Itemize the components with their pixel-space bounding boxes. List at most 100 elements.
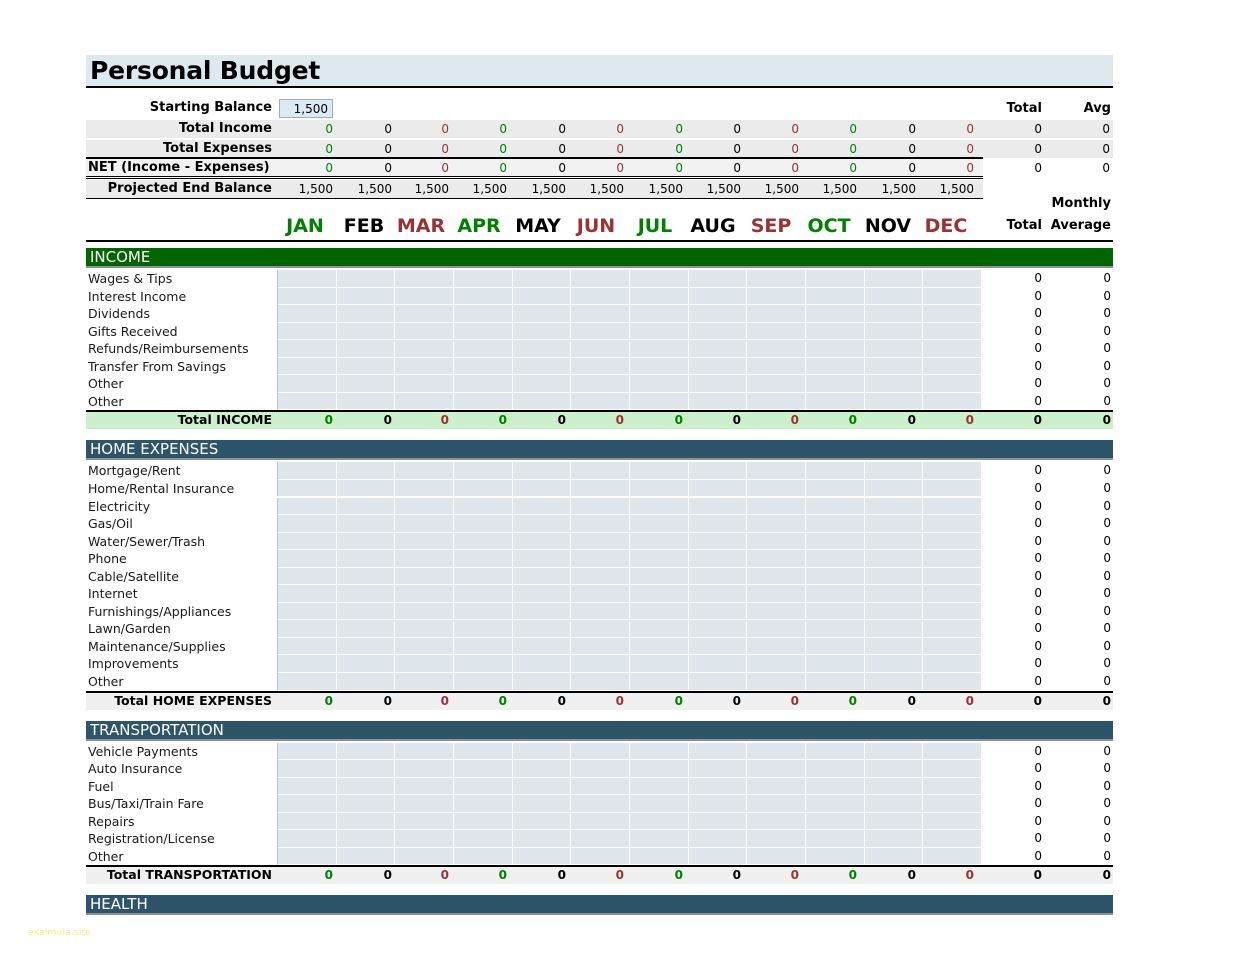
budget-cell-jan[interactable] (277, 655, 337, 673)
budget-cell-nov[interactable] (864, 322, 924, 341)
budget-cell-nov[interactable] (864, 340, 924, 358)
budget-cell-aug[interactable] (688, 270, 748, 288)
budget-cell-nov[interactable] (864, 479, 924, 498)
budget-cell-sep[interactable] (747, 847, 807, 866)
budget-cell-dec[interactable] (923, 550, 983, 568)
budget-cell-may[interactable] (512, 585, 572, 603)
budget-cell-feb[interactable] (336, 375, 396, 393)
budget-cell-sep[interactable] (747, 655, 807, 673)
budget-cell-sep[interactable] (747, 392, 807, 411)
budget-cell-may[interactable] (512, 602, 572, 621)
budget-cell-apr[interactable] (454, 270, 513, 288)
budget-cell-jan[interactable] (277, 760, 337, 778)
budget-cell-jul[interactable] (630, 655, 689, 673)
budget-cell-jul[interactable] (630, 322, 689, 341)
budget-cell-dec[interactable] (923, 830, 983, 848)
budget-cell-jul[interactable] (630, 270, 689, 288)
starting-balance-input[interactable]: 1,500 (279, 99, 333, 118)
budget-cell-aug[interactable] (688, 777, 748, 796)
budget-cell-jun[interactable] (571, 602, 631, 621)
budget-cell-jun[interactable] (571, 270, 631, 288)
budget-cell-jan[interactable] (277, 392, 337, 411)
budget-cell-sep[interactable] (747, 620, 807, 638)
budget-cell-jul[interactable] (630, 830, 689, 848)
budget-cell-jan[interactable] (277, 847, 337, 866)
budget-cell-jan[interactable] (277, 357, 337, 376)
budget-cell-oct[interactable] (806, 479, 865, 498)
budget-cell-nov[interactable] (864, 462, 924, 480)
budget-cell-sep[interactable] (747, 375, 807, 393)
budget-cell-jul[interactable] (630, 812, 689, 831)
budget-cell-dec[interactable] (923, 287, 983, 306)
budget-cell-dec[interactable] (923, 270, 983, 288)
budget-cell-jan[interactable] (277, 777, 337, 796)
budget-cell-dec[interactable] (923, 375, 983, 393)
budget-cell-apr[interactable] (454, 462, 513, 480)
budget-cell-oct[interactable] (806, 322, 865, 341)
budget-cell-jan[interactable] (277, 322, 337, 341)
budget-cell-mar[interactable] (395, 479, 455, 498)
budget-cell-feb[interactable] (336, 637, 396, 656)
budget-cell-oct[interactable] (806, 392, 865, 411)
budget-cell-jun[interactable] (571, 340, 631, 358)
budget-cell-apr[interactable] (454, 620, 513, 638)
budget-cell-apr[interactable] (454, 357, 513, 376)
budget-cell-oct[interactable] (806, 795, 865, 813)
budget-cell-sep[interactable] (747, 532, 807, 551)
budget-cell-oct[interactable] (806, 357, 865, 376)
budget-cell-feb[interactable] (336, 602, 396, 621)
budget-cell-mar[interactable] (395, 742, 455, 761)
budget-cell-nov[interactable] (864, 532, 924, 551)
budget-cell-jul[interactable] (630, 777, 689, 796)
budget-cell-feb[interactable] (336, 777, 396, 796)
budget-cell-mar[interactable] (395, 795, 455, 813)
budget-cell-aug[interactable] (688, 550, 748, 568)
budget-cell-jul[interactable] (630, 515, 689, 533)
budget-cell-nov[interactable] (864, 567, 924, 586)
budget-cell-aug[interactable] (688, 515, 748, 533)
budget-cell-mar[interactable] (395, 462, 455, 480)
budget-cell-apr[interactable] (454, 795, 513, 813)
budget-cell-apr[interactable] (454, 760, 513, 778)
budget-cell-jan[interactable] (277, 462, 337, 480)
budget-cell-dec[interactable] (923, 532, 983, 551)
budget-cell-aug[interactable] (688, 847, 748, 866)
budget-cell-dec[interactable] (923, 585, 983, 603)
budget-cell-dec[interactable] (923, 497, 983, 515)
budget-cell-jul[interactable] (630, 479, 689, 498)
budget-cell-may[interactable] (512, 462, 572, 480)
budget-cell-mar[interactable] (395, 760, 455, 778)
budget-cell-jul[interactable] (630, 637, 689, 656)
budget-cell-jan[interactable] (277, 532, 337, 551)
budget-cell-feb[interactable] (336, 847, 396, 866)
budget-cell-mar[interactable] (395, 655, 455, 673)
budget-cell-mar[interactable] (395, 322, 455, 341)
budget-cell-aug[interactable] (688, 655, 748, 673)
budget-cell-feb[interactable] (336, 567, 396, 586)
budget-cell-dec[interactable] (923, 479, 983, 498)
budget-cell-apr[interactable] (454, 777, 513, 796)
budget-cell-jun[interactable] (571, 760, 631, 778)
budget-cell-may[interactable] (512, 287, 572, 306)
budget-cell-oct[interactable] (806, 655, 865, 673)
budget-cell-sep[interactable] (747, 760, 807, 778)
budget-cell-jan[interactable] (277, 637, 337, 656)
budget-cell-sep[interactable] (747, 515, 807, 533)
budget-cell-nov[interactable] (864, 585, 924, 603)
budget-cell-aug[interactable] (688, 322, 748, 341)
budget-cell-mar[interactable] (395, 497, 455, 515)
budget-cell-nov[interactable] (864, 777, 924, 796)
budget-cell-aug[interactable] (688, 760, 748, 778)
budget-cell-jan[interactable] (277, 585, 337, 603)
budget-cell-sep[interactable] (747, 637, 807, 656)
budget-cell-jan[interactable] (277, 830, 337, 848)
budget-cell-jun[interactable] (571, 515, 631, 533)
budget-cell-oct[interactable] (806, 567, 865, 586)
budget-cell-apr[interactable] (454, 497, 513, 515)
budget-cell-dec[interactable] (923, 847, 983, 866)
budget-cell-oct[interactable] (806, 742, 865, 761)
budget-cell-apr[interactable] (454, 550, 513, 568)
budget-cell-jan[interactable] (277, 340, 337, 358)
budget-cell-jan[interactable] (277, 620, 337, 638)
budget-cell-jul[interactable] (630, 585, 689, 603)
